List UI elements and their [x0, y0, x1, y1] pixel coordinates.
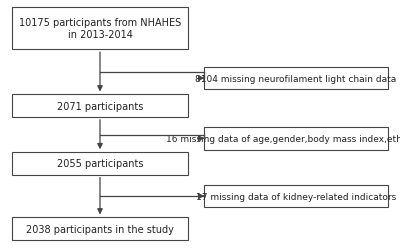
FancyBboxPatch shape [12, 152, 188, 175]
Text: 17 missing data of kidney-related indicators: 17 missing data of kidney-related indica… [196, 192, 396, 201]
FancyBboxPatch shape [12, 95, 188, 118]
FancyBboxPatch shape [204, 68, 388, 90]
FancyBboxPatch shape [12, 218, 188, 240]
Text: 2038 participants in the study: 2038 participants in the study [26, 224, 174, 234]
Text: 16 missing data of age,gender,body mass index,ethnicity: 16 missing data of age,gender,body mass … [166, 134, 400, 143]
FancyBboxPatch shape [204, 128, 388, 150]
Text: 8104 missing neurofilament light chain data: 8104 missing neurofilament light chain d… [195, 74, 397, 83]
FancyBboxPatch shape [12, 8, 188, 50]
Text: 10175 participants from NHAHES
in 2013-2014: 10175 participants from NHAHES in 2013-2… [19, 18, 181, 40]
Text: 2055 participants: 2055 participants [57, 159, 143, 169]
Text: 2071 participants: 2071 participants [57, 101, 143, 111]
FancyBboxPatch shape [204, 185, 388, 208]
